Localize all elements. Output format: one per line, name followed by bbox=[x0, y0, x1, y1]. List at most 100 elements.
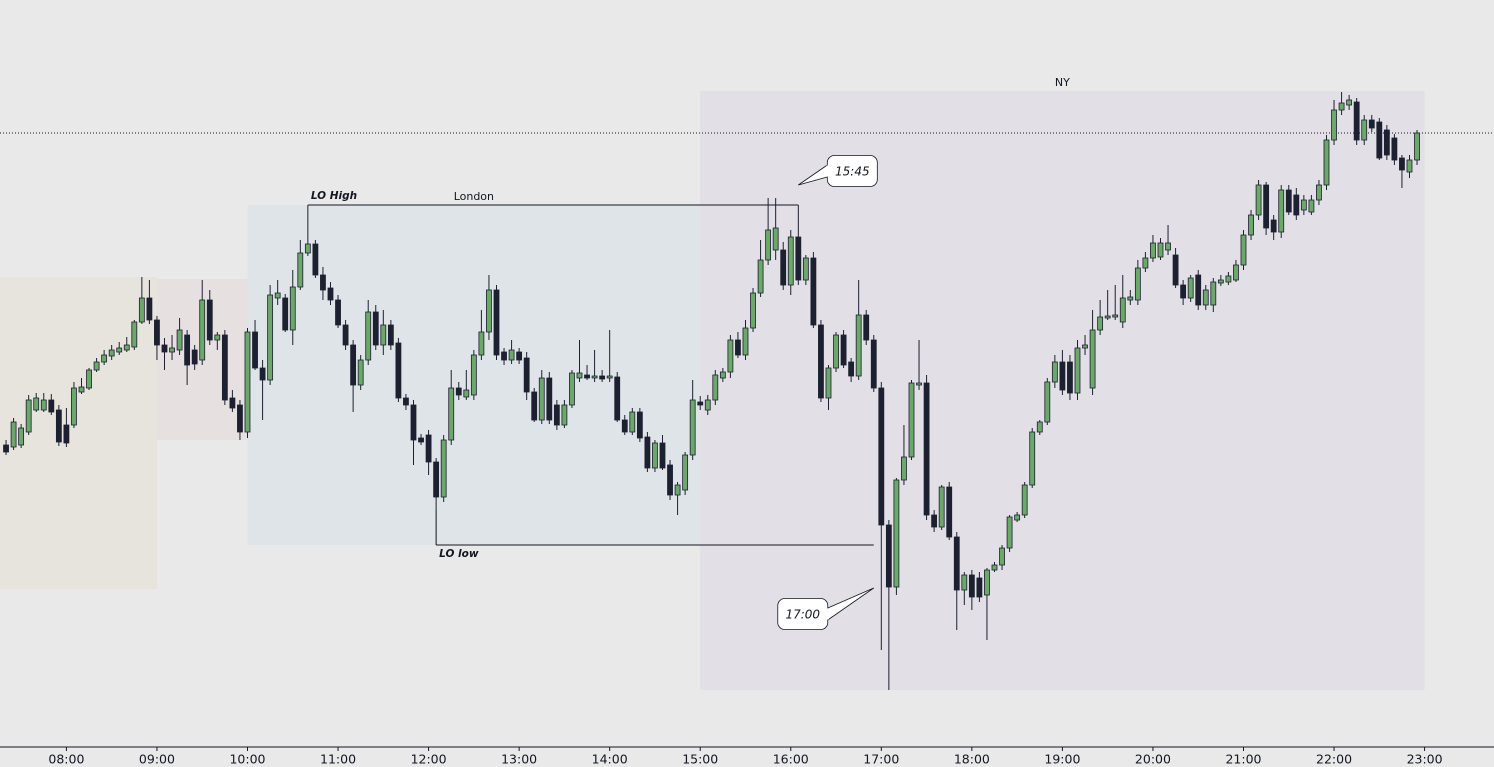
candle-body bbox=[901, 456, 907, 481]
candle-body bbox=[878, 387, 885, 526]
candle-body bbox=[712, 374, 719, 401]
candle-body bbox=[840, 334, 847, 366]
candle-body bbox=[267, 294, 274, 381]
x-tick-label: 11:00 bbox=[320, 752, 356, 767]
x-tick-label: 17:00 bbox=[863, 752, 899, 767]
candle-body bbox=[1308, 199, 1315, 213]
candle-body bbox=[1240, 234, 1247, 266]
candle-body bbox=[297, 252, 304, 288]
candle-body bbox=[916, 382, 922, 386]
candle-body bbox=[1059, 361, 1066, 391]
candle-body bbox=[169, 347, 175, 353]
candle-body bbox=[78, 386, 85, 393]
candle-body bbox=[101, 354, 108, 363]
candle-body bbox=[727, 339, 734, 373]
candle-body bbox=[1014, 514, 1021, 521]
candle-body bbox=[1300, 199, 1307, 211]
candle-body bbox=[802, 257, 809, 281]
candle-body bbox=[1323, 139, 1330, 186]
candles bbox=[3, 92, 1420, 690]
candle-body bbox=[10, 421, 17, 448]
candle-body bbox=[1112, 314, 1119, 318]
candle-body bbox=[131, 321, 138, 348]
candle-body bbox=[403, 397, 409, 406]
candle-body bbox=[214, 334, 221, 341]
candle-body bbox=[448, 387, 455, 441]
candle-body bbox=[818, 324, 824, 399]
callout-tail bbox=[827, 587, 874, 621]
levels: LO High LO low bbox=[0, 132, 1494, 560]
callout-text: 17:00 bbox=[785, 608, 820, 622]
candle-body bbox=[787, 236, 794, 286]
candle-body bbox=[395, 342, 402, 399]
candle-body bbox=[614, 376, 621, 421]
candle-body bbox=[3, 444, 9, 453]
candle-body bbox=[229, 397, 236, 409]
candle-body bbox=[1361, 119, 1368, 141]
candle-body bbox=[659, 442, 666, 469]
candle-body bbox=[63, 424, 70, 444]
candle-body bbox=[1225, 275, 1232, 283]
x-tick-label: 16:00 bbox=[773, 752, 809, 767]
x-tick-label: 12:00 bbox=[411, 752, 447, 767]
candle-body bbox=[1157, 242, 1164, 258]
candle-body bbox=[1172, 254, 1179, 286]
candle-body bbox=[855, 314, 862, 377]
candle-body bbox=[825, 367, 832, 399]
candle-body bbox=[621, 419, 628, 433]
candle-body bbox=[795, 236, 802, 281]
x-tick-label: 13:00 bbox=[501, 752, 537, 767]
candle-body bbox=[1285, 189, 1292, 213]
session-label: London bbox=[454, 190, 494, 203]
candle-body bbox=[1217, 279, 1224, 284]
candle-body bbox=[365, 311, 372, 361]
candle-body bbox=[1202, 289, 1209, 306]
candle-body bbox=[885, 524, 892, 588]
candle-body bbox=[138, 297, 145, 323]
candle-body bbox=[863, 314, 870, 341]
x-tick-label: 22:00 bbox=[1316, 752, 1352, 767]
candle-body bbox=[372, 311, 379, 346]
candle-body bbox=[667, 464, 673, 496]
candle-body bbox=[1119, 297, 1126, 323]
callout-tail bbox=[798, 164, 828, 186]
candle-body bbox=[259, 367, 266, 381]
candle-body bbox=[553, 404, 560, 426]
candle-body bbox=[304, 243, 311, 254]
candle-body bbox=[689, 399, 696, 456]
candle-body bbox=[1331, 109, 1337, 141]
candle-body bbox=[206, 299, 213, 341]
candle-body bbox=[1270, 219, 1277, 233]
candle-body bbox=[1067, 361, 1073, 394]
candle-body bbox=[1346, 99, 1353, 106]
candle-body bbox=[606, 375, 613, 379]
candle-body bbox=[191, 349, 198, 365]
candle-body bbox=[1097, 316, 1104, 331]
candle-body bbox=[282, 297, 289, 331]
candle-body bbox=[765, 229, 772, 261]
candle-body bbox=[146, 297, 153, 321]
candle-body bbox=[599, 375, 606, 380]
candle-body bbox=[1036, 421, 1043, 433]
x-tick-label: 09:00 bbox=[139, 752, 175, 767]
candle-body bbox=[1074, 347, 1081, 394]
candle-body bbox=[93, 361, 100, 371]
candle-body bbox=[1248, 214, 1254, 236]
candle-body bbox=[576, 372, 583, 379]
candle-body bbox=[697, 401, 704, 406]
candle-body bbox=[252, 331, 258, 369]
candle-body bbox=[501, 351, 507, 361]
candle-body bbox=[923, 382, 930, 516]
candle-body bbox=[848, 361, 855, 377]
candle-body bbox=[1399, 157, 1405, 171]
candle-body bbox=[1406, 159, 1413, 173]
session-zones: London NY bbox=[0, 76, 1425, 690]
candle-body bbox=[1414, 132, 1420, 161]
candle-body bbox=[968, 574, 975, 598]
candle-body bbox=[991, 564, 998, 571]
candle-body bbox=[1376, 121, 1383, 159]
session-zone bbox=[0, 277, 157, 589]
candle-body bbox=[1293, 194, 1300, 216]
candle-body bbox=[833, 334, 839, 369]
